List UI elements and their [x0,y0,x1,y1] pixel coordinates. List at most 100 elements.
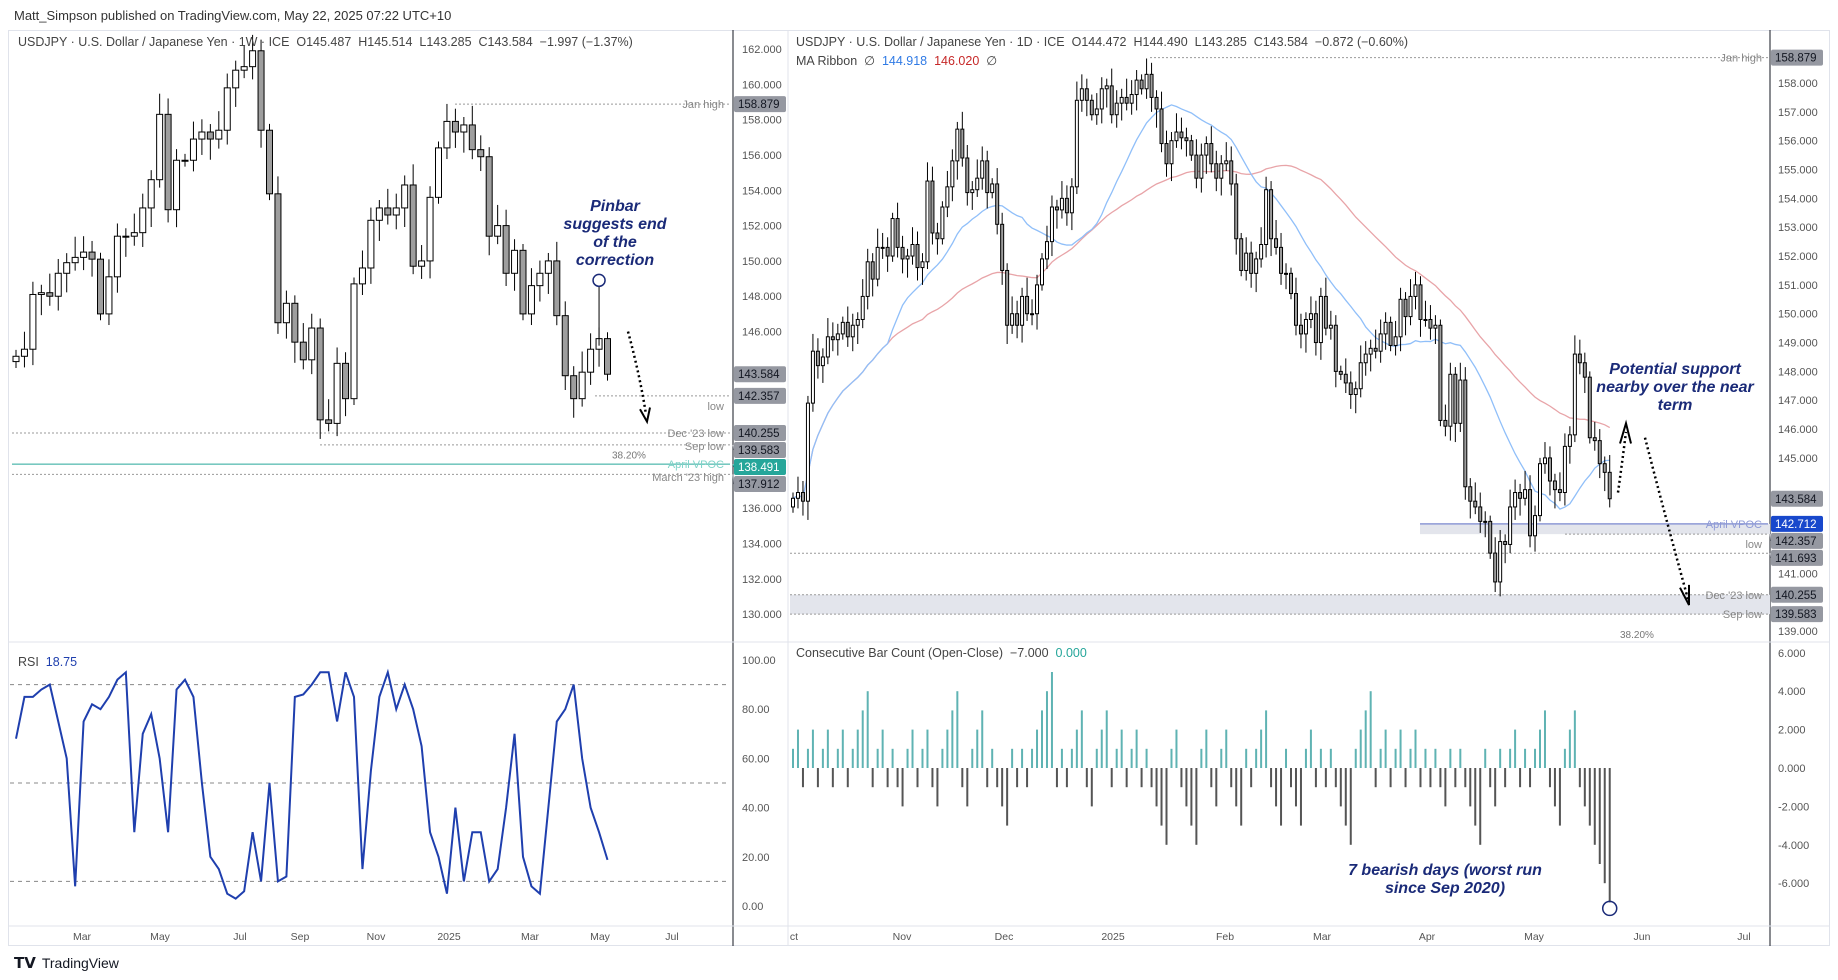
cbc-bar [946,729,949,768]
rsi-name[interactable]: RSI [18,655,39,669]
right-candle [1597,440,1602,465]
right-candle [1538,463,1542,517]
right-candle [1378,333,1383,352]
left-candle [350,283,358,400]
right-price-tick: 154.000 [1778,193,1818,205]
left-candle [333,362,341,424]
cbc-bar [1021,748,1024,768]
cbc-bar [1439,768,1442,788]
right-candle [915,244,920,269]
cbc-name[interactable]: Consecutive Bar Count (Open-Close) [796,646,1004,660]
right-candle [1388,321,1393,346]
ma-ribbon-name[interactable]: MA Ribbon [796,54,858,68]
cbc-bar [1364,710,1367,768]
right-symbol[interactable]: USDJPY · U.S. Dollar / Japanese Yen · 1D… [796,35,1065,49]
rsi-legend: RSI 18.75 [18,655,77,669]
right-candle [1084,88,1089,101]
cbc-bar [1050,672,1053,768]
cbc-bar [1270,768,1273,788]
cbc-bar [1324,768,1327,788]
left-level-tag-bg [734,96,786,113]
right-candle [1089,99,1094,116]
cbc-bar [1001,768,1004,807]
right-candle [1403,298,1408,318]
right-candle [1428,318,1433,329]
chart-frame [8,30,1830,946]
right-candle [875,246,880,280]
right-candle [1473,500,1478,508]
right-candle [1005,269,1010,326]
right-candle [1557,489,1562,494]
cbc-bar [1125,768,1128,788]
cbc-bar [906,748,909,768]
left-level-tag-bg [734,442,786,459]
right-price-tick: 155.000 [1778,165,1818,177]
right-candle [1059,197,1064,211]
right-price-tick: 145.000 [1778,453,1818,465]
right-candle [1124,96,1129,104]
cbc-bar [1504,768,1507,788]
tradingview-logo-icon[interactable]: 𝗧𝗩 [14,955,36,972]
cbc-bar [1165,768,1168,845]
cbc-bar [1215,768,1218,807]
cbc-bar [1319,748,1322,768]
left-level-tag-bg [734,425,786,442]
footer-brand[interactable]: TradingView [41,955,119,971]
right-candle [1308,313,1313,320]
left-candle [587,348,595,373]
right-candle [1109,85,1114,116]
left-candle [113,235,121,278]
right-candle [1547,457,1552,482]
cbc-bar [1424,748,1427,768]
right-level-tag-bg [1771,586,1823,603]
cbc-bar [1135,729,1138,768]
right-level-label: April VPOC [1706,519,1762,531]
left-candle [156,113,164,181]
left-candle [147,179,155,209]
right-candle [855,318,860,326]
left-symbol[interactable]: USDJPY · U.S. Dollar / Japanese Yen · 1W… [18,35,290,49]
left-candle [392,207,400,216]
right-level-tag: 142.357 [1775,536,1817,548]
right-price-tick: 149.000 [1778,338,1818,350]
right-candle [1035,284,1040,315]
cbc-bar [966,768,969,807]
right-candle [1119,96,1124,104]
cbc-bar [1434,748,1437,768]
right-candle [880,246,885,249]
right-time-label: Mar [1313,931,1332,943]
cbc-bar [986,768,989,788]
right-price-tick: 146.000 [1778,424,1818,436]
right-level-tag: 140.255 [1775,590,1817,602]
right-candle [960,128,965,159]
left-fib-label: 38.20% [612,451,646,462]
right-candle [1284,272,1289,275]
right-candle [920,261,925,269]
cbc-bar [1339,768,1342,807]
cbc-tick: 2.000 [1778,725,1806,737]
rsi-tick: 80.00 [742,704,770,716]
right-candle [975,177,980,191]
cbc-bar [971,748,974,768]
left-candle [316,327,324,421]
right-candle [1607,471,1612,500]
cbc-bar [1155,768,1158,807]
right-candle [1010,313,1015,326]
left-candle [88,251,96,260]
cbc-bar [1489,768,1492,788]
right-candle [935,232,940,240]
left-level-label: Dec '23 low [667,428,724,440]
left-change: −1.997 (−1.37%) [539,35,633,49]
cbc-bar [1060,748,1063,768]
right-candle [1458,379,1463,424]
left-candle [367,219,375,269]
left-candle [71,256,79,264]
cbc-bar [1583,768,1586,807]
right-candle [1169,140,1174,165]
cbc-bar [1379,748,1382,768]
right-candle [1054,206,1059,211]
cbc-bar [1255,748,1258,768]
rsi-tick: 40.00 [742,803,770,815]
left-candle [181,159,189,162]
